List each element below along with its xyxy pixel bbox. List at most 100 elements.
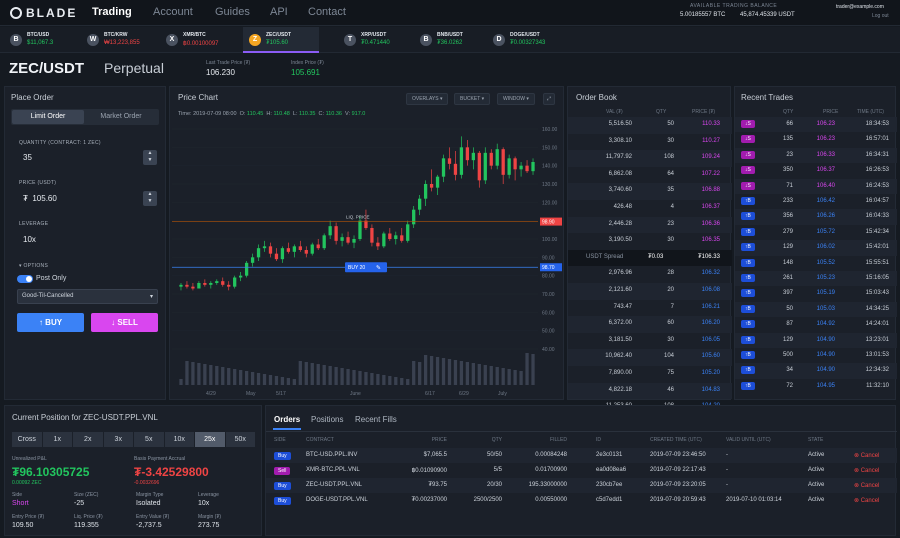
ob-ask-row[interactable]: 3,190.50 30 106.35 (568, 233, 732, 250)
quantity-stepper[interactable]: ▲ ▼ (143, 150, 157, 165)
tab-positions[interactable]: Positions (311, 415, 344, 424)
doge-icon: D (493, 34, 505, 46)
ob-bid-row[interactable]: 10,962.40 104 105.60 (568, 349, 732, 366)
logo[interactable]: BLADE (10, 6, 77, 20)
ob-ask-row[interactable]: 3,740.60 35 106.88 (568, 183, 732, 200)
nav-guides[interactable]: Guides (215, 6, 250, 18)
order-cell: 50/50 (486, 452, 502, 458)
volume-bar (304, 362, 308, 385)
ob-ask-row[interactable]: 6,862.08 64 107.22 (568, 167, 732, 184)
buy-button[interactable]: ↑ BUY (17, 313, 84, 332)
ob-ask-row[interactable]: 2,446.28 23 106.36 (568, 216, 732, 234)
leverage-option[interactable]: 25x (195, 432, 225, 447)
ob-ask-row[interactable]: 426.48 4 106.37 (568, 200, 732, 217)
cancel-button[interactable]: ⊗ Cancel (854, 452, 879, 459)
nav-trading[interactable]: Trading (92, 6, 132, 18)
ob-bid-row[interactable]: 4,822.18 46 104.83 (568, 382, 732, 400)
candle-body (250, 257, 255, 263)
candle-body (412, 209, 416, 225)
candle-body (483, 152, 487, 181)
y-tick-label: 60.00 (542, 310, 555, 316)
y-tick-label: 70.00 (542, 292, 555, 298)
ob-qty: 30 (667, 137, 674, 144)
time-in-force-select[interactable]: Good-Til-Cancelled ▾ (17, 289, 158, 304)
ob-ask-row[interactable]: 3,308.10 30 110.27 (568, 134, 732, 151)
order-cell: - (726, 467, 728, 473)
overlays-button[interactable]: OVERLAYS ▾ (406, 93, 449, 105)
ticker-btc-krw[interactable]: W BTC/KRW ₩13,223,855 (87, 27, 162, 53)
order-cell: Active (808, 452, 825, 458)
trade-price: 104.90 (816, 367, 835, 374)
ob-bid-row[interactable]: 2,121.60 20 106.08 (568, 283, 732, 300)
y-tick-label: 160.00 (542, 127, 558, 133)
cancel-icon: ⊗ (854, 498, 861, 504)
price-stepper[interactable]: ▲ ▼ (143, 191, 157, 206)
ob-ask-row[interactable]: 5,516.50 50 110.33 (568, 117, 732, 134)
cancel-button[interactable]: ⊗ Cancel (854, 467, 879, 474)
candle-body (364, 220, 368, 228)
ob-bid-row[interactable]: 7,890.00 75 105.20 (568, 366, 732, 383)
tab-market-order[interactable]: Market Order (100, 113, 142, 120)
volume-bar (334, 367, 338, 385)
cancel-button[interactable]: ⊗ Cancel (854, 497, 879, 504)
candle-body (501, 149, 505, 175)
tab-limit-order[interactable]: Limit Order (12, 110, 84, 124)
trade-row: ↑B 72 104.95 11:32:10 (735, 379, 897, 394)
ob-bid-row[interactable]: 2,976.96 28 106.32 (568, 266, 732, 283)
leverage-option[interactable]: 10x (164, 432, 194, 447)
orders-header: STATE (808, 437, 824, 443)
nav-account[interactable]: Account (153, 6, 193, 18)
tab-recent-fills[interactable]: Recent Fills (355, 415, 397, 424)
tab-orders[interactable]: Orders (274, 415, 301, 424)
leverage-option[interactable]: Cross (12, 432, 42, 447)
ticker-btc-usd[interactable]: B BTC/USD $11,067.3 (10, 27, 85, 53)
expand-icon[interactable]: ⤢ (543, 93, 556, 105)
trade-side-badge: ↓S (741, 150, 755, 159)
ticker-zec-usdt[interactable]: Z ZEC/USDT ₮105.60 (243, 27, 319, 53)
leverage-option[interactable]: 1x (42, 432, 72, 447)
ob-ask-row[interactable]: 11,797.92 108 109.24 (568, 150, 732, 167)
trade-row: ↑B 233 106.42 16:04:57 (735, 194, 897, 209)
ob-bid-row[interactable]: 743.47 7 106.21 (568, 300, 732, 317)
leverage-input[interactable]: 10x (23, 235, 36, 244)
bucket-button[interactable]: BUCKET ▾ (454, 93, 491, 105)
ohlcv-high: 110.48 (273, 111, 290, 117)
ob-bid-row[interactable]: 6,372.00 60 106.20 (568, 316, 732, 333)
trade-row: ↑B 397 105.19 15:03:43 (735, 286, 897, 301)
ohlcv-key: H: (266, 111, 272, 117)
index-price-value: 105.691 (291, 68, 320, 77)
candle-body (388, 233, 392, 239)
sell-button[interactable]: ↓ SELL (91, 313, 158, 332)
x-tick-label: June (350, 391, 361, 397)
ticker-xrp-usdt[interactable]: T XRP/USDT ₮0.471440 (344, 27, 419, 53)
price-input[interactable]: ₮ 105.60 (23, 194, 57, 203)
nav-contact[interactable]: Contact (308, 6, 346, 18)
y-tick-label: 80.00 (542, 274, 555, 280)
leverage-option[interactable]: 5x (134, 432, 164, 447)
trade-price: 105.23 (816, 275, 835, 281)
ticker-bnb-usdt[interactable]: B BNB/USDT ₮36.0262 (420, 27, 495, 53)
quantity-input[interactable]: 35 (23, 153, 32, 162)
x-tick-label: 5/17 (276, 391, 286, 397)
ob-bid-row[interactable]: 3,181.50 30 106.05 (568, 333, 732, 350)
window-button[interactable]: WINDOW ▾ (497, 93, 535, 105)
leverage-label: LEVERAGE (19, 221, 49, 227)
top-nav: BLADE Trading Account Guides API Contact… (0, 0, 900, 26)
trade-time: 11:32:10 (866, 382, 889, 389)
trade-time: 16:04:57 (865, 198, 889, 204)
leverage-option[interactable]: 2x (73, 432, 103, 447)
user-email[interactable]: trader@example.com (836, 4, 884, 10)
leverage-option[interactable]: 3x (103, 432, 133, 447)
logout-link[interactable]: Log out (872, 13, 889, 19)
post-only-toggle[interactable] (17, 275, 33, 283)
cancel-button[interactable]: ⊗ Cancel (854, 482, 879, 489)
position-field-label: Margin Type (136, 492, 164, 498)
ticker-doge-usdt[interactable]: D DOGE/USDT ₮0.00327343 (493, 27, 573, 53)
candlestick-chart[interactable]: 160.00150.00140.00130.00120.00110.00100.… (170, 123, 565, 401)
leverage-option[interactable]: 50x (225, 432, 255, 447)
orders-header: VALID UNTIL (UTC) (726, 437, 771, 443)
ticker-xmr-btc[interactable]: X XMR/BTC ฿0.00100097 (166, 27, 241, 53)
volume-bar (346, 369, 350, 385)
ob-qty: 50 (667, 121, 674, 127)
nav-api[interactable]: API (270, 6, 288, 18)
